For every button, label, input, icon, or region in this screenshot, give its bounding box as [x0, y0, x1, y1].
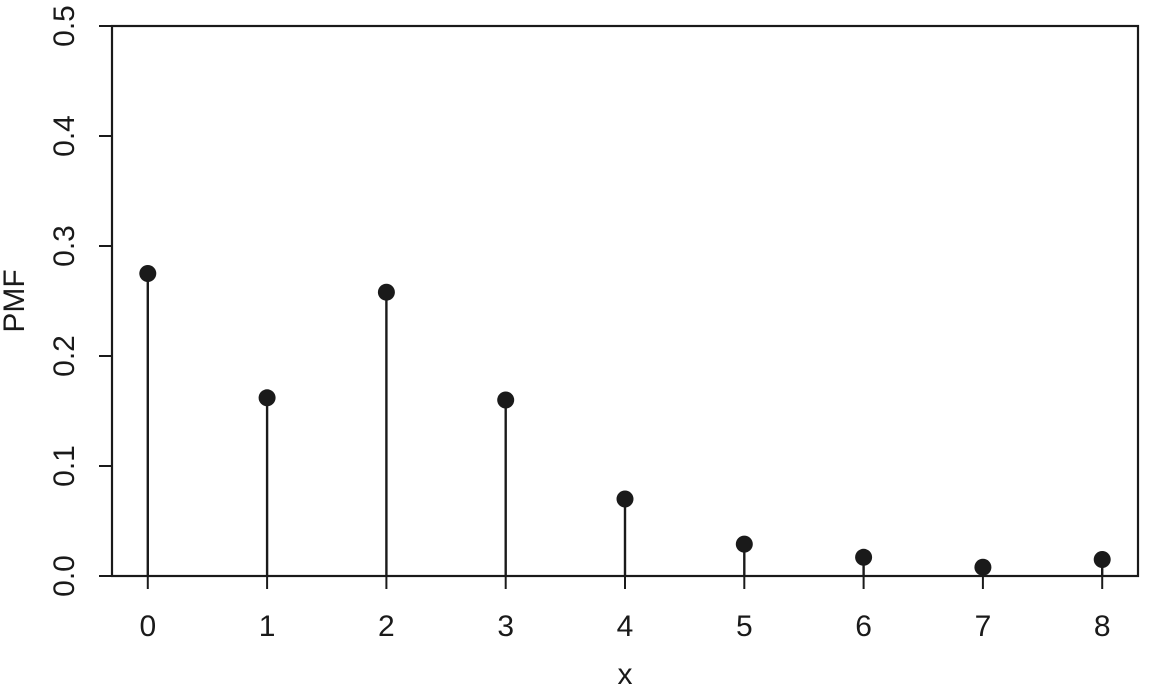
- y-tick-label: 0.5: [48, 5, 81, 47]
- x-tick-label: 6: [855, 610, 872, 643]
- points-group: [139, 265, 1111, 576]
- y-tick-label: 0.0: [48, 555, 81, 597]
- data-point-1: [258, 389, 276, 407]
- x-axis-ticks: 0 1 2 3 4 5 6 7 8: [139, 576, 1111, 643]
- data-point-4: [616, 490, 634, 508]
- stems-group: [146, 273, 1104, 576]
- y-tick-label: 0.1: [48, 445, 81, 487]
- data-point-8: [1093, 551, 1111, 568]
- x-tick-label: 4: [617, 610, 634, 643]
- x-tick-label: 0: [139, 610, 156, 643]
- x-tick-label: 1: [259, 610, 276, 643]
- data-point-5: [735, 535, 753, 553]
- data-point-6: [855, 548, 873, 566]
- y-tick-label: 0.3: [48, 225, 81, 267]
- data-point-2: [377, 283, 395, 301]
- data-point-3: [497, 391, 515, 409]
- y-tick-label: 0.2: [48, 335, 81, 377]
- plot-frame: [110, 24, 1140, 578]
- data-point-7: [974, 558, 992, 576]
- y-tick-label: 0.4: [48, 115, 81, 157]
- x-tick-label: 2: [378, 610, 395, 643]
- x-tick-label: 7: [975, 610, 992, 643]
- x-tick-label: 3: [497, 610, 514, 643]
- y-axis-ticks: 0.0 0.1 0.2 0.3 0.4 0.5: [48, 5, 112, 597]
- y-axis-title: PMF: [0, 269, 31, 332]
- x-tick-label: 5: [736, 610, 753, 643]
- data-point-0: [139, 265, 157, 282]
- x-axis-title: x: [618, 658, 633, 688]
- x-tick-label: 8: [1094, 610, 1111, 643]
